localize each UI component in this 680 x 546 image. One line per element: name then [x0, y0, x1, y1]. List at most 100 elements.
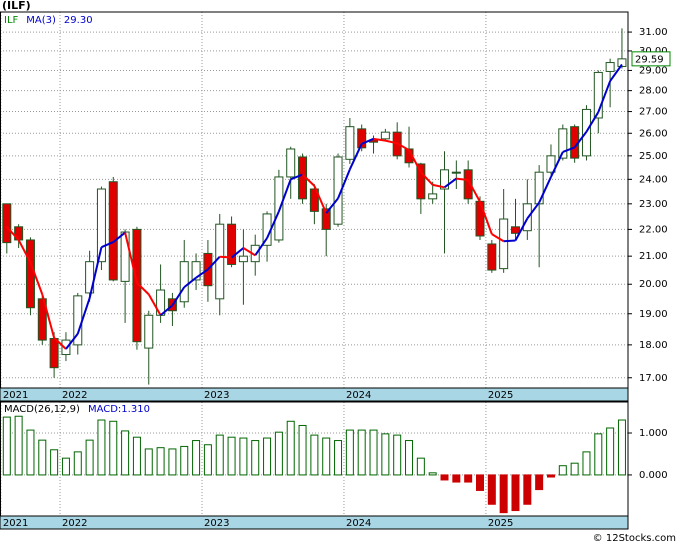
ma-line	[538, 176, 552, 203]
macd-bar	[310, 434, 319, 476]
macd-bar	[251, 440, 260, 476]
candle-body	[144, 314, 154, 349]
y-tick-label: 24.00	[639, 174, 668, 185]
macd-bar	[298, 424, 307, 476]
candle-body	[108, 181, 118, 281]
ma-line	[443, 177, 457, 189]
ma-line	[195, 268, 209, 279]
x-tick-label: 2024	[346, 518, 371, 529]
candle-body	[2, 203, 12, 244]
candle-body	[451, 171, 461, 174]
macd-bar	[464, 474, 473, 483]
x-axis-band	[0, 515, 629, 530]
y-tick-label: 19.00	[639, 309, 668, 320]
candle-body	[25, 239, 35, 309]
macd-bar	[38, 439, 47, 476]
macd-bar	[345, 429, 354, 476]
ma-line	[408, 149, 422, 173]
candle-body	[416, 163, 426, 200]
ma-line	[17, 239, 32, 263]
ma-line	[41, 294, 56, 339]
candle-body	[286, 148, 296, 178]
macd-bar	[452, 474, 461, 483]
candle-body	[49, 338, 59, 369]
y-tick-label: 31.00	[639, 27, 668, 38]
macd-bar	[499, 474, 508, 514]
ma-line	[573, 131, 588, 148]
ma-line	[112, 231, 126, 243]
ma-line	[373, 137, 386, 142]
x-axis-band	[0, 387, 629, 402]
ma-line	[88, 246, 103, 299]
y-tick-label: 1.000	[639, 428, 668, 439]
y-tick-label: 18.00	[639, 340, 668, 351]
legend-symbol: ILF	[4, 15, 19, 26]
macd-bar	[369, 429, 378, 476]
macd-bar	[617, 419, 626, 476]
y-tick-label: 0.000	[639, 470, 668, 481]
ma-line	[396, 142, 410, 151]
legend-value: 29.30	[64, 15, 93, 26]
ma-line	[432, 183, 445, 189]
macd-bar	[606, 427, 615, 476]
macd-bar	[144, 448, 153, 476]
ma-line	[550, 151, 564, 178]
ma-line	[219, 255, 232, 259]
ma-line	[585, 111, 600, 133]
macd-bar	[594, 433, 603, 476]
macd-bar	[357, 429, 366, 476]
ma-line	[503, 239, 516, 243]
candle-body	[499, 218, 509, 270]
candle-body	[617, 58, 627, 67]
legend-entry: MACD(26,12,9)	[4, 404, 80, 415]
candle-body	[605, 62, 615, 72]
ma-line	[266, 210, 280, 239]
macd-bar	[511, 474, 520, 512]
footer: © 12Stocks.com	[593, 533, 676, 544]
chart-title: (ILF)	[2, 0, 31, 12]
y-tick-label: 17.00	[639, 373, 668, 384]
ma-line	[147, 293, 162, 316]
ma-line	[420, 171, 434, 186]
candle-body	[61, 339, 71, 356]
macd-bar	[381, 433, 390, 476]
ma-line	[467, 179, 481, 203]
y-tick-label: 22.00	[639, 224, 668, 235]
ma-line	[53, 337, 67, 350]
macd-bar	[14, 415, 23, 476]
ma-line	[361, 137, 374, 145]
ma-line	[65, 333, 79, 350]
candle-body	[428, 193, 438, 200]
ma-line	[183, 276, 197, 288]
macd-bar	[85, 439, 94, 476]
ma-line	[254, 237, 268, 256]
x-tick-label: 2024	[346, 390, 371, 401]
ma-line	[171, 286, 186, 306]
candle-body	[37, 298, 47, 341]
y-tick-label: 25.00	[639, 151, 668, 162]
candle-body	[321, 208, 331, 230]
macd-bar	[97, 419, 106, 476]
macd-bar	[50, 449, 59, 476]
plot-frame	[0, 11, 629, 389]
legend-value: MACD:1.310	[88, 404, 150, 415]
macd-bar	[156, 447, 165, 476]
macd-bar	[73, 451, 82, 476]
macd-bar	[132, 436, 141, 476]
candle-body	[463, 169, 473, 200]
ma-line	[159, 304, 174, 317]
ma-line	[491, 233, 505, 243]
ma-line	[456, 177, 469, 182]
x-tick-label: 2025	[488, 518, 513, 529]
x-tick-label: 2021	[3, 390, 28, 401]
macd-bar	[168, 448, 177, 476]
macd-bar	[61, 457, 70, 476]
macd-bar	[2, 416, 11, 476]
ma-line	[479, 201, 493, 235]
candle-body	[215, 223, 225, 300]
ma-line	[207, 256, 221, 271]
macd-bar	[582, 451, 591, 476]
macd-bar	[26, 429, 35, 476]
ma-line	[597, 80, 612, 113]
macd-bar	[535, 474, 544, 491]
